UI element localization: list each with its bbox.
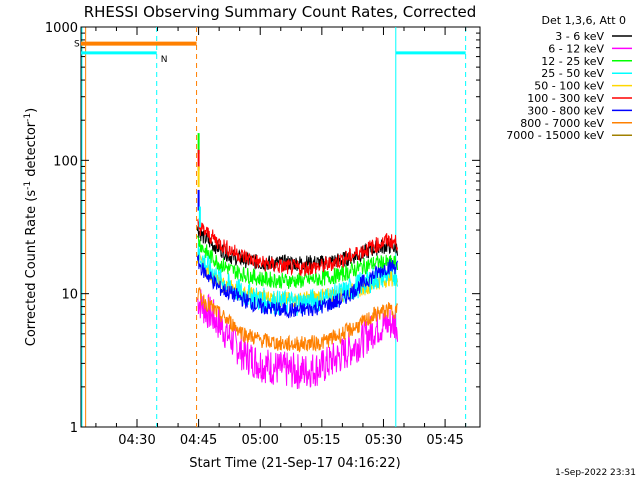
legend-entry-label-5: 100 - 300 keV [527, 92, 604, 105]
footer-date: 1-Sep-2022 23:31 [555, 468, 636, 478]
legend-entry-label-2: 12 - 25 keV [541, 55, 604, 68]
legend-entry-label-6: 300 - 800 keV [527, 104, 604, 117]
series-line-100to300keV [196, 218, 398, 276]
attenuator-state-label: S [74, 40, 80, 50]
y-axis-label: Corrected Count Rate (s-1 detector-1) [23, 108, 39, 346]
x-tick-label-0: 04:30 [118, 433, 155, 448]
legend-entry-label-4: 50 - 100 keV [534, 80, 604, 93]
series-line-12to25keV [196, 235, 398, 289]
legend-entry-label-8: 7000 - 15000 keV [506, 129, 604, 142]
x-tick-label-4: 05:30 [365, 433, 402, 448]
x-tick-label-5: 05:45 [426, 433, 463, 448]
legend-entry-label-7: 800 - 7000 keV [520, 117, 604, 130]
x-tick-label-1: 04:45 [180, 433, 217, 448]
y-tick-label-0: 1 [70, 421, 78, 436]
y-tick-label-3: 1000 [45, 21, 78, 36]
chart-title: RHESSI Observing Summary Count Rates, Co… [84, 3, 477, 21]
y-tick-label-1: 10 [61, 288, 78, 303]
x-axis-label: Start Time (21-Sep-17 04:16:22) [189, 456, 400, 471]
legend-header: Det 1,3,6, Att 0 [542, 14, 626, 27]
series-line-6to12keV [196, 289, 398, 390]
series-line-300to800keV [196, 254, 398, 319]
x-tick-label-3: 05:15 [303, 433, 340, 448]
series-line-25to50keV [197, 243, 398, 316]
legend-entry-label-3: 25 - 50 keV [541, 67, 604, 80]
series-line-800to7000keV [197, 287, 398, 353]
y-tick-label-2: 100 [53, 154, 78, 169]
legend-entry-label-1: 6 - 12 keV [548, 42, 604, 55]
legend-entry-label-0: 3 - 6 keV [555, 30, 604, 43]
night-label: N [161, 55, 168, 65]
x-tick-label-2: 05:00 [241, 433, 278, 448]
